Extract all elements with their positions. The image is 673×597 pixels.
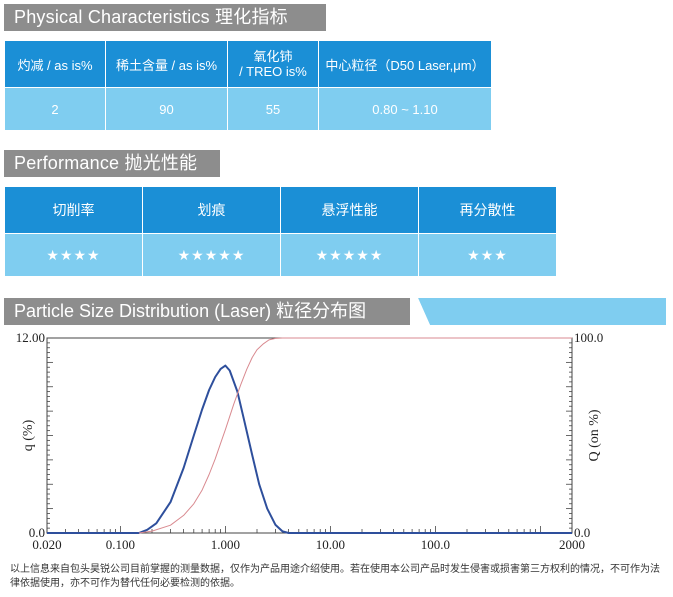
header-ignition-loss: 灼减 / as is% [4,40,106,88]
rating-suspension: ★★★★★ [280,233,419,277]
frequency-curve [47,364,572,534]
value-rare-earth-content: 90 [105,87,228,131]
psd-heading-accent [410,298,666,325]
header-scratch: 划痕 [142,186,281,234]
psd-chart: 0.020 0.100 1.000 10.00 100.0 2000 12.00 0.0 100… [16,330,604,552]
x-tick-label: 1.000 [211,537,240,552]
x-tick-label: 0.100 [106,537,135,552]
rating-redispersion: ★★★ [418,233,557,277]
physical-characteristics-heading: Physical Characteristics 理化指标 [4,4,326,31]
psd-heading-title: Particle Size Distribution (Laser) 粒径分布图 [14,301,367,321]
value-d50: 0.80 ~ 1.10 [318,87,492,131]
physical-header-row: 灼减 / as is% 稀土含量 / as is% 氧化铈 / TREO is%… [4,40,492,88]
performance-table: 切削率 划痕 悬浮性能 再分散性 ★★★★ ★★★★★ ★★★★★ ★★★ [4,186,557,277]
physical-value-row: 2 90 55 0.80 ~ 1.10 [4,87,492,131]
x-tick-label: 10.00 [316,537,345,552]
x-tick-label: 100.0 [421,537,450,552]
psd-heading-background [4,298,410,325]
plot-frame [46,337,573,534]
rating-scratch: ★★★★★ [142,233,281,277]
header-d50: 中心粒径（D50 Laser,μm） [318,40,492,88]
y-tick-label: 0.0 [29,525,45,540]
value-ignition-loss: 2 [4,87,106,131]
header-redispersion: 再分散性 [418,186,557,234]
header-suspension: 悬浮性能 [280,186,419,234]
cumulative-curve [138,337,572,534]
performance-header-row: 切削率 划痕 悬浮性能 再分散性 [4,186,557,234]
y2-tick-label: 0.0 [574,525,590,540]
x-tick-label: 2000 [559,537,585,552]
header-ceria-line2: / TREO is% [239,64,307,79]
rating-cutting-rate: ★★★★ [4,233,143,277]
psd-heading-bar: Particle Size Distribution (Laser) 粒径分布图 [4,298,666,325]
header-rare-earth-content: 稀土含量 / as is% [105,40,228,88]
value-ceria-treo: 55 [227,87,319,131]
x-tick-label: 0.020 [32,537,61,552]
y2-axis-label: Q (on %) [587,409,602,461]
physical-table: 灼减 / as is% 稀土含量 / as is% 氧化铈 / TREO is%… [4,40,492,131]
y2-tick-label: 100.0 [574,330,603,345]
header-ceria-line1: 氧化铈 [253,49,293,64]
header-ceria-treo: 氧化铈 / TREO is% [227,40,319,88]
y-tick-label: 12.00 [16,330,45,345]
disclaimer-text: 以上信息来自包头昊锐公司目前掌握的测量数据，仅作为产品用途介绍使用。若在使用本公… [10,564,660,589]
performance-heading: Performance 抛光性能 [4,150,220,177]
y-axis-label: q (%) [21,419,36,451]
performance-rating-row: ★★★★ ★★★★★ ★★★★★ ★★★ [4,233,557,277]
header-cutting-rate: 切削率 [4,186,143,234]
